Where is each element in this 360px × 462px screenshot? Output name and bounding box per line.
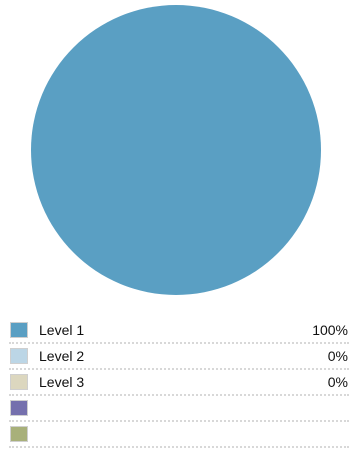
pie-slice-level-1 <box>31 5 321 295</box>
legend-item-level-2: Level 2 0% <box>9 344 349 370</box>
legend-label-level-3: Level 3 <box>39 374 85 390</box>
legend-swatch-4 <box>10 400 28 416</box>
legend-swatch-level-2 <box>10 348 28 364</box>
legend-swatch-level-1 <box>10 322 28 338</box>
legend-item-4 <box>9 396 349 422</box>
legend-value-level-2: 0% <box>327 348 348 364</box>
pie-chart <box>31 5 321 295</box>
chart-legend: Level 1 100% Level 2 0% Level 3 0% <box>9 318 349 448</box>
legend-value-level-1: 100% <box>312 322 348 338</box>
legend-swatch-level-3 <box>10 374 28 390</box>
legend-swatch-5 <box>10 426 28 442</box>
legend-item-5 <box>9 422 349 448</box>
legend-item-level-1: Level 1 100% <box>9 318 349 344</box>
legend-label-level-1: Level 1 <box>39 322 85 338</box>
legend-label-level-2: Level 2 <box>39 348 85 364</box>
legend-value-level-3: 0% <box>327 374 348 390</box>
legend-item-level-3: Level 3 0% <box>9 370 349 396</box>
